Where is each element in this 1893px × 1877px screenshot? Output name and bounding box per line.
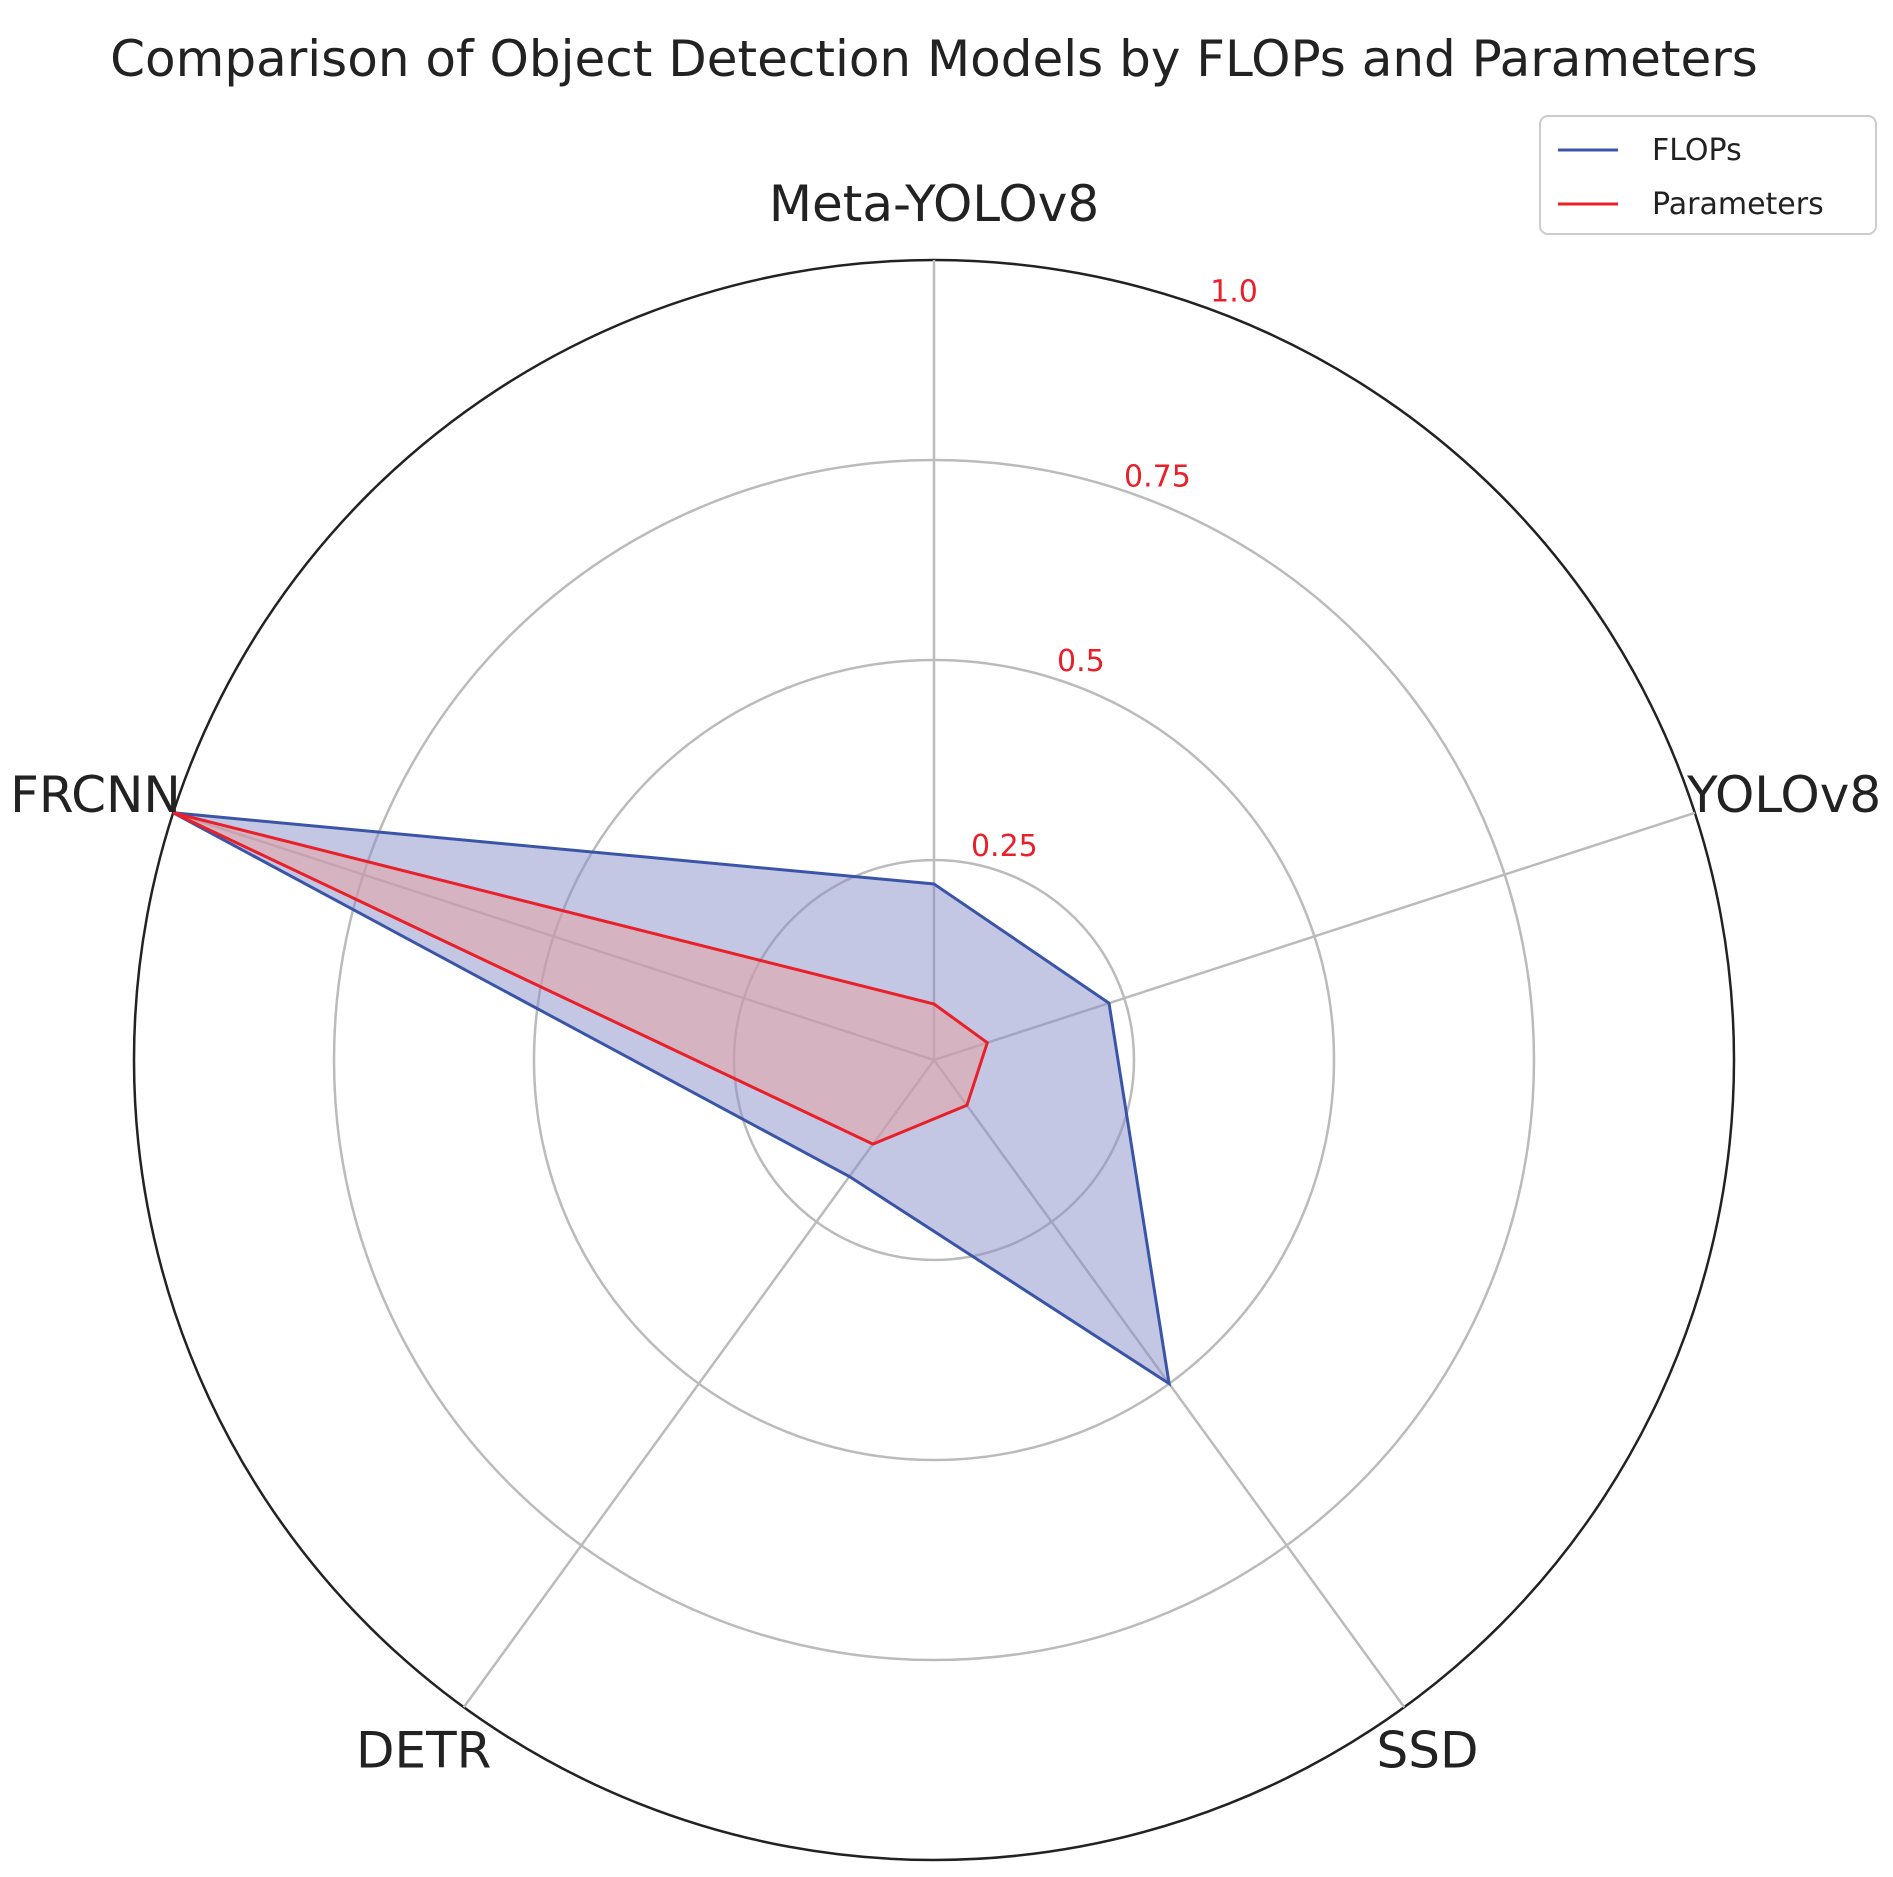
radial-tick-labels: 0.25 0.5 0.75 1.0 (971, 275, 1258, 864)
category-labels: Meta-YOLOv8 YOLOv8 SSD DETR FRCNN (10, 175, 1881, 1780)
radar-series (172, 811, 1172, 1387)
series-line-flops (172, 811, 1172, 1387)
chart-title: Comparison of Object Detection Models by… (110, 30, 1758, 88)
radial-tick-label: 0.25 (971, 829, 1038, 864)
category-label: Meta-YOLOv8 (769, 175, 1099, 233)
legend: FLOPs Parameters (1539, 115, 1877, 235)
legend-label: Parameters (1652, 187, 1824, 222)
category-label: FRCNN (10, 766, 181, 824)
category-label: YOLOv8 (1686, 766, 1881, 824)
category-label: SSD (1377, 1722, 1479, 1780)
radial-tick-label: 0.5 (1057, 644, 1105, 679)
legend-box (1539, 115, 1877, 235)
series-area-flops (173, 812, 1170, 1384)
series-area-parameters (173, 812, 988, 1145)
radial-tick-label: 1.0 (1210, 275, 1258, 310)
category-label: DETR (356, 1722, 491, 1780)
radial-tick-label: 0.75 (1124, 459, 1191, 494)
series-line-parameters (172, 811, 990, 1146)
legend-label: FLOPs (1652, 133, 1742, 168)
